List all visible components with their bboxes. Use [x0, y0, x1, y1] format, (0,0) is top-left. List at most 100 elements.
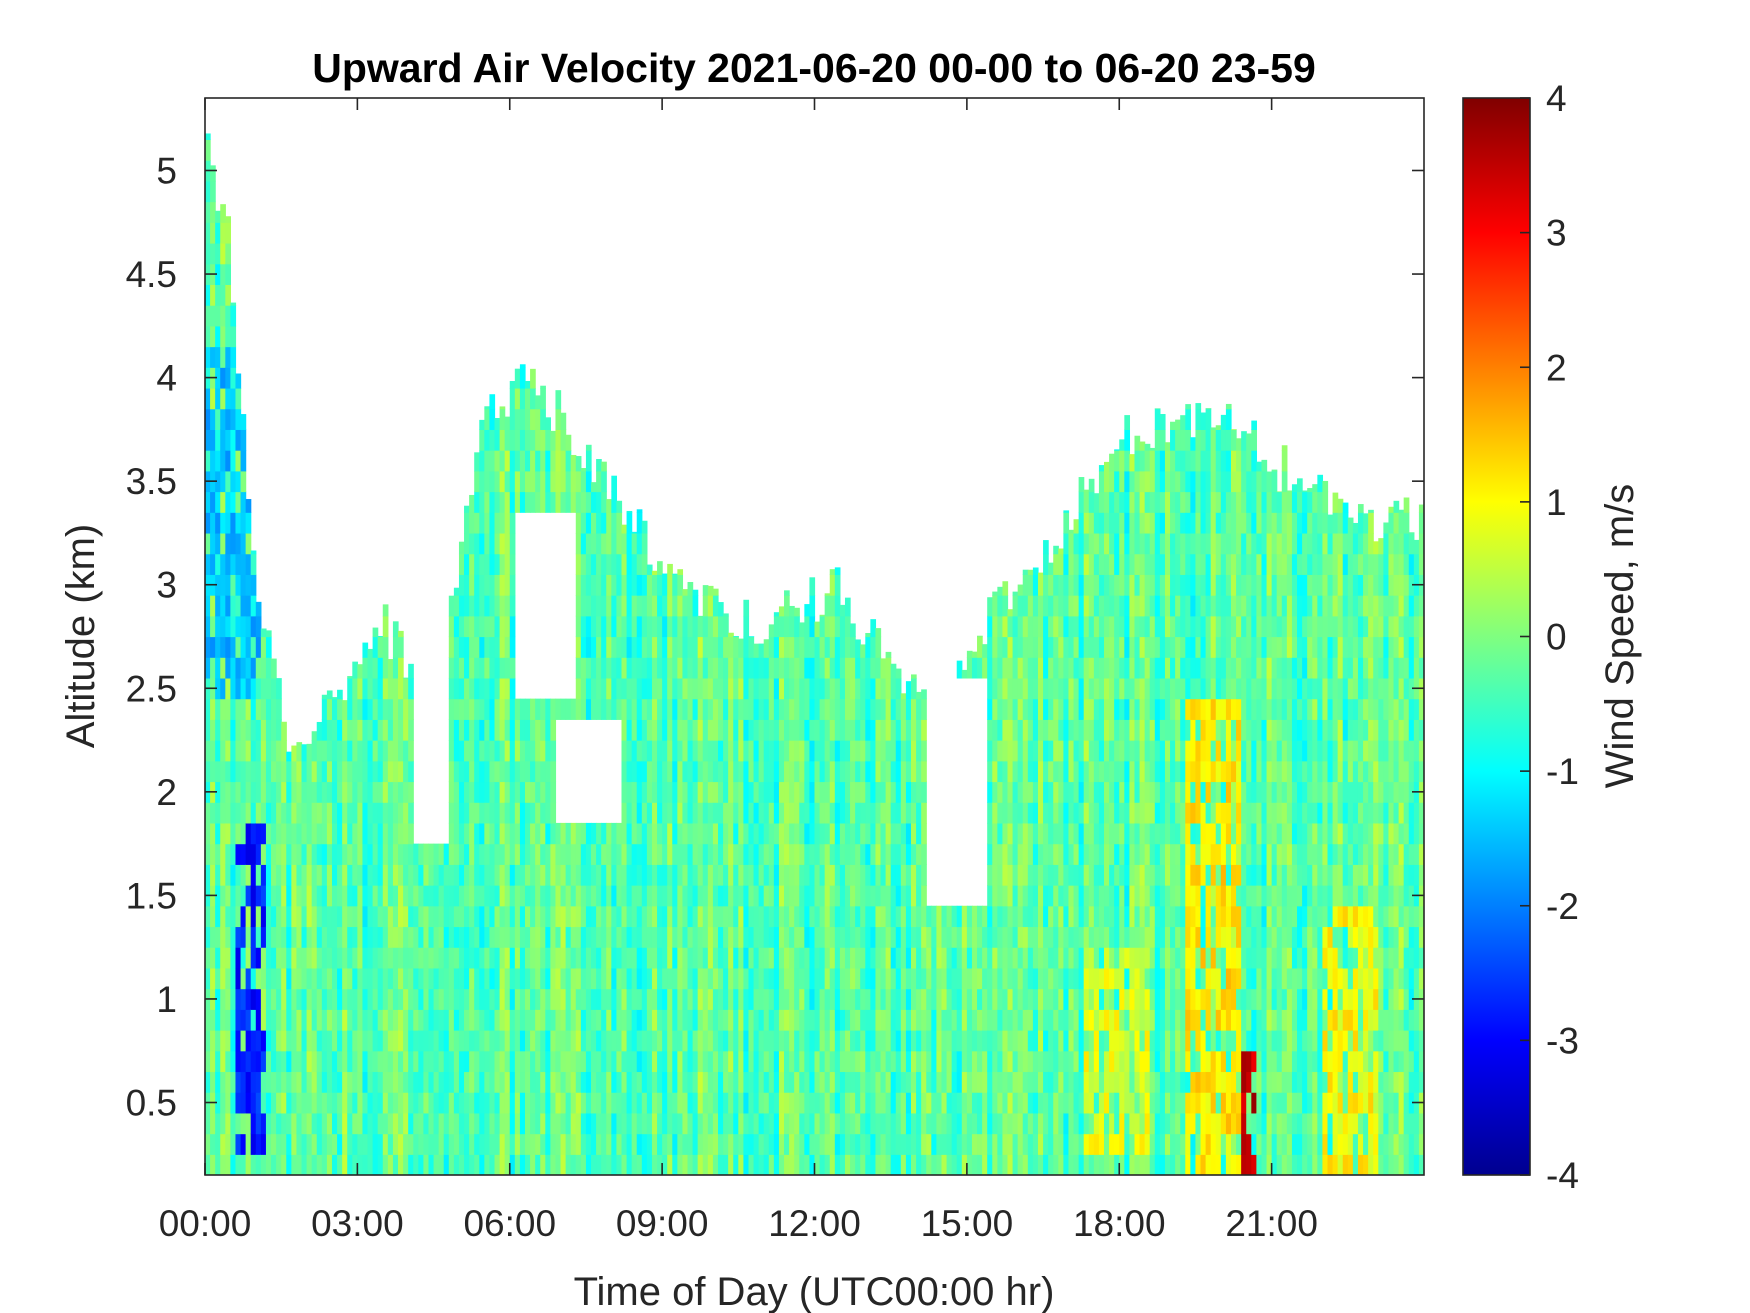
- heatmap-cell: [926, 1071, 932, 1093]
- heatmap-cell: [646, 760, 653, 783]
- heatmap-cell: [651, 1112, 658, 1135]
- heatmap-cell: [326, 822, 333, 845]
- heatmap-cell: [1007, 657, 1014, 679]
- heatmap-cell: [702, 905, 709, 928]
- heatmap-cell: [1114, 781, 1120, 803]
- heatmap-cell: [1043, 1112, 1049, 1135]
- heatmap-cell: [733, 988, 739, 1010]
- heatmap-cell: [1104, 657, 1110, 679]
- heatmap-cell: [220, 1030, 226, 1052]
- heatmap-cell: [636, 905, 643, 928]
- heatmap-cell: [560, 1071, 567, 1093]
- heatmap-cell: [225, 429, 231, 451]
- heatmap-cell: [535, 864, 541, 886]
- heatmap-cell: [682, 1050, 689, 1073]
- heatmap-cell: [712, 926, 719, 948]
- heatmap-cell: [362, 740, 369, 762]
- heatmap-cell: [626, 947, 633, 969]
- heatmap-cell: [718, 1071, 724, 1093]
- heatmap-cell: [514, 947, 521, 969]
- heatmap-cell: [438, 1050, 445, 1073]
- heatmap-cell: [1063, 574, 1070, 596]
- heatmap-cell: [545, 1154, 551, 1175]
- heatmap-cell: [1007, 843, 1014, 865]
- heatmap-cell: [839, 843, 846, 865]
- heatmap-cell: [342, 802, 348, 824]
- heatmap-cell: [1088, 719, 1095, 741]
- heatmap-cell: [545, 864, 551, 886]
- heatmap-cell: [1114, 1092, 1120, 1114]
- heatmap-cell: [875, 1092, 882, 1114]
- heatmap-cell: [799, 740, 805, 762]
- heatmap-cell: [433, 988, 440, 1010]
- heatmap-cell: [601, 1154, 607, 1175]
- heatmap-cell: [611, 595, 618, 617]
- heatmap-cell: [900, 698, 907, 720]
- heatmap-cell: [789, 719, 795, 741]
- heatmap-cell: [667, 1030, 673, 1052]
- heatmap-cell: [504, 677, 511, 700]
- heatmap-cell: [215, 1133, 221, 1155]
- heatmap-cell: [992, 1009, 998, 1031]
- heatmap-cell: [966, 926, 973, 948]
- heatmap-cell: [524, 387, 531, 410]
- heatmap-cell: [215, 1009, 221, 1031]
- heatmap-cell: [799, 967, 805, 990]
- heatmap-cell: [321, 822, 328, 845]
- heatmap-cell: [464, 1071, 470, 1093]
- heatmap-cell: [621, 677, 628, 700]
- heatmap-cell: [265, 864, 272, 886]
- heatmap-cell: [921, 905, 927, 928]
- heatmap-cell: [646, 698, 653, 720]
- heatmap-cell: [895, 668, 902, 679]
- heatmap-cell: [580, 967, 587, 990]
- heatmap-cell: [585, 470, 592, 493]
- heatmap-cell: [524, 719, 531, 741]
- heatmap-cell: [733, 698, 739, 720]
- heatmap-cell: [550, 740, 557, 762]
- heatmap-cell: [555, 390, 562, 410]
- heatmap-cell: [1022, 822, 1029, 845]
- heatmap-cell: [316, 1154, 323, 1175]
- heatmap-cell: [697, 947, 704, 969]
- heatmap-cell: [768, 885, 775, 907]
- heatmap-cell: [398, 1009, 404, 1031]
- heatmap-cell: [596, 947, 602, 969]
- heatmap-cell: [540, 781, 546, 803]
- heatmap-cell: [1017, 1071, 1024, 1093]
- heatmap-cell: [697, 657, 704, 679]
- heatmap-cell: [225, 325, 231, 348]
- heatmap-cell: [997, 595, 1004, 617]
- heatmap-cell: [331, 885, 338, 907]
- heatmap-cell: [961, 967, 968, 990]
- heatmap-cell: [423, 1112, 430, 1135]
- heatmap-cell: [250, 905, 257, 928]
- heatmap-cell: [1088, 478, 1095, 493]
- heatmap-cell: [499, 1030, 506, 1052]
- heatmap-cell: [316, 740, 323, 762]
- heatmap-cell: [504, 553, 511, 575]
- heatmap-cell: [230, 1112, 237, 1135]
- heatmap-cell: [347, 677, 353, 700]
- heatmap-cell: [271, 988, 277, 1010]
- heatmap-cell: [1022, 947, 1029, 969]
- heatmap-cell: [301, 781, 308, 803]
- heatmap-cell: [631, 615, 638, 638]
- heatmap-cell: [403, 1154, 409, 1175]
- heatmap-cell: [631, 947, 638, 969]
- heatmap-cell: [834, 1112, 841, 1135]
- heatmap-cell: [1073, 1030, 1080, 1052]
- heatmap-cell: [951, 1112, 958, 1135]
- heatmap-cell: [524, 781, 531, 803]
- heatmap-cell: [220, 242, 226, 265]
- heatmap-cell: [784, 781, 790, 803]
- heatmap-cell: [819, 1154, 826, 1175]
- heatmap-cell: [489, 532, 496, 555]
- heatmap-cell: [362, 719, 369, 741]
- heatmap-cell: [550, 843, 557, 865]
- heatmap-cell: [1109, 926, 1115, 948]
- heatmap-cell: [941, 1092, 948, 1114]
- heatmap-cell: [728, 926, 734, 948]
- heatmap-cell: [1114, 760, 1120, 783]
- heatmap-cell: [220, 325, 226, 348]
